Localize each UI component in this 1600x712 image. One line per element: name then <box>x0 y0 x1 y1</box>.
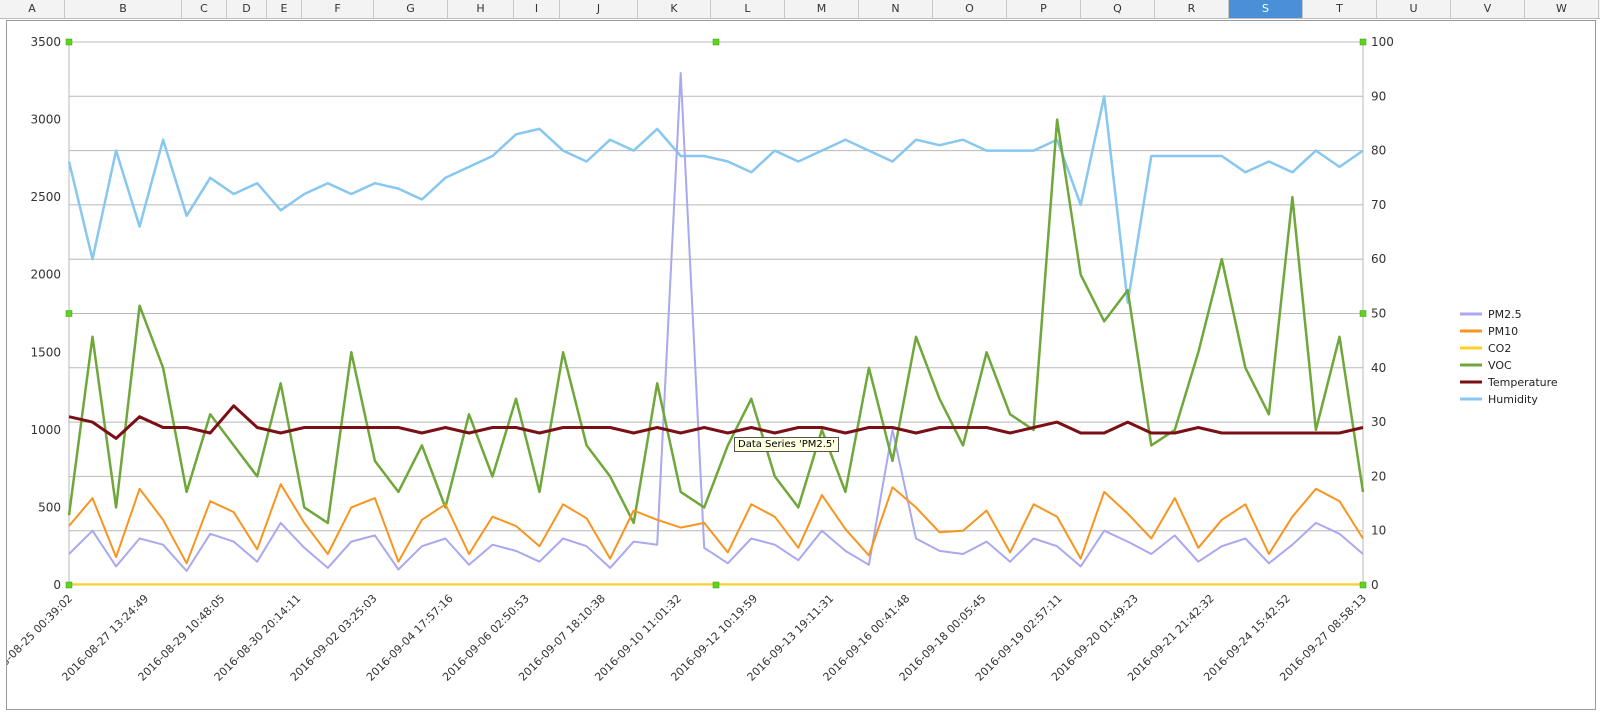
y-left-tick-4: 2000 <box>30 268 61 282</box>
x-tick-17: 2016-09-27 08:58:13 <box>1277 592 1369 684</box>
y-axis-left: 0 500 1000 1500 2000 2500 3000 3500 <box>30 35 61 592</box>
column-header-m[interactable]: M <box>785 0 859 18</box>
column-header-p[interactable]: P <box>1007 0 1081 18</box>
column-header-w[interactable]: W <box>1525 0 1599 18</box>
column-header-e[interactable]: E <box>267 0 302 18</box>
x-tick-2: 2016-08-29 10:48:05 <box>136 592 228 684</box>
x-tick-5: 2016-09-04 17:57:16 <box>364 592 456 684</box>
column-header-s[interactable]: S <box>1229 0 1303 18</box>
x-tick-4: 2016-09-02 03:25:03 <box>288 592 380 684</box>
x-tick-1: 2016-08-27 13:24:49 <box>59 592 151 684</box>
x-tick-8: 2016-09-10 11:01:32 <box>592 592 684 684</box>
y-right-tick-6: 60 <box>1371 252 1386 266</box>
x-tick-13: 2016-09-19 02:57:11 <box>973 592 1065 684</box>
selection-handle-1[interactable] <box>712 38 720 46</box>
x-tick-9: 2016-09-12 10:19:59 <box>668 592 760 684</box>
x-tick-7: 2016-09-07 18:10:38 <box>516 592 608 684</box>
column-header-h[interactable]: H <box>448 0 514 18</box>
y-right-tick-2: 20 <box>1371 469 1386 483</box>
column-header-i[interactable]: I <box>514 0 560 18</box>
x-tick-15: 2016-09-21 21:42:32 <box>1125 592 1217 684</box>
y-right-tick-1: 10 <box>1371 524 1386 538</box>
y-right-tick-9: 90 <box>1371 89 1386 103</box>
legend-label-co2: CO2 <box>1488 342 1511 355</box>
series-line-pm2-5[interactable] <box>68 72 1364 572</box>
series-line-pm10[interactable] <box>68 483 1364 565</box>
column-header-g[interactable]: G <box>374 0 448 18</box>
y-right-tick-5: 50 <box>1371 307 1386 321</box>
y-right-tick-8: 80 <box>1371 144 1386 158</box>
series-layer <box>67 72 1365 586</box>
selection-handles <box>65 38 1367 589</box>
chart-frame[interactable]: 0 500 1000 1500 2000 2500 3000 3500 0 10 20 30 40 50… <box>6 20 1596 710</box>
series-line-humidity[interactable] <box>67 95 1364 304</box>
x-tick-6: 2016-09-06 02:50:53 <box>440 592 532 684</box>
selection-handle-2[interactable] <box>1359 38 1367 46</box>
column-header-u[interactable]: U <box>1377 0 1451 18</box>
column-header-c[interactable]: C <box>182 0 227 18</box>
legend-label-pm10: PM10 <box>1488 325 1518 338</box>
series-line-voc[interactable] <box>67 118 1365 525</box>
column-header-v[interactable]: V <box>1451 0 1525 18</box>
x-tick-16: 2016-09-24 15:42:52 <box>1201 592 1293 684</box>
x-tick-12: 2016-09-18 00:05:45 <box>897 592 989 684</box>
legend-label-pm2-5: PM2.5 <box>1488 308 1522 321</box>
selection-handle-5[interactable] <box>65 581 73 589</box>
legend-label-humidity: Humidity <box>1488 393 1538 406</box>
x-tick-3: 2016-08-30 20:14:11 <box>212 592 304 684</box>
x-tick-11: 2016-09-16 00:41:48 <box>821 592 913 684</box>
column-header-d[interactable]: D <box>227 0 267 18</box>
selection-handle-6[interactable] <box>712 581 720 589</box>
y-right-tick-0: 0 <box>1371 578 1379 592</box>
legend-label-temperature: Temperature <box>1487 376 1558 389</box>
legend-label-voc: VOC <box>1488 359 1512 372</box>
tooltip: Data Series 'PM2.5' <box>734 437 840 452</box>
chart-svg[interactable]: 0 500 1000 1500 2000 2500 3000 3500 0 10 20 30 40 50… <box>7 21 1595 709</box>
selection-handle-4[interactable] <box>1359 310 1367 317</box>
gridlines <box>68 41 1364 586</box>
column-header-f[interactable]: F <box>302 0 374 18</box>
column-header-k[interactable]: K <box>638 0 711 18</box>
column-header-n[interactable]: N <box>859 0 933 18</box>
column-header-l[interactable]: L <box>711 0 785 18</box>
y-left-tick-7: 3500 <box>30 35 61 49</box>
y-right-tick-4: 40 <box>1371 361 1386 375</box>
selection-handle-3[interactable] <box>65 310 73 317</box>
column-header-b[interactable]: B <box>65 0 182 18</box>
y-axis-right: 0 10 20 30 40 50 60 70 80 90 100 <box>1371 35 1394 592</box>
selection-handle-0[interactable] <box>65 38 73 46</box>
column-header-r[interactable]: R <box>1155 0 1229 18</box>
series-line-temperature[interactable] <box>68 404 1364 440</box>
legend: PM2.5 PM10 CO2 VOC Temperature Humidity <box>1460 308 1558 406</box>
y-left-tick-3: 1500 <box>30 345 61 359</box>
y-left-tick-1: 500 <box>38 500 61 514</box>
column-header-o[interactable]: O <box>933 0 1007 18</box>
y-right-tick-7: 70 <box>1371 198 1386 212</box>
y-left-tick-6: 3000 <box>30 113 61 127</box>
y-right-tick-10: 100 <box>1371 35 1394 49</box>
y-left-tick-5: 2500 <box>30 190 61 204</box>
y-right-tick-3: 30 <box>1371 415 1386 429</box>
column-header-j[interactable]: J <box>560 0 638 18</box>
y-left-tick-0: 0 <box>53 578 61 592</box>
selection-handle-7[interactable] <box>1359 581 1367 589</box>
x-tick-10: 2016-09-13 19:11:31 <box>744 592 836 684</box>
column-header-t[interactable]: T <box>1303 0 1377 18</box>
x-tick-14: 2016-09-20 01:49:23 <box>1049 592 1141 684</box>
y-left-tick-2: 1000 <box>30 423 61 437</box>
column-header-a[interactable]: A <box>0 0 65 18</box>
column-header-q[interactable]: Q <box>1081 0 1155 18</box>
